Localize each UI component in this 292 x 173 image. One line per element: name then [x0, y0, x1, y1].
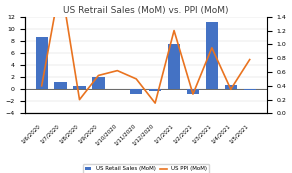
US PPI (MoM) — [78, 99, 81, 101]
Bar — [36, 37, 48, 89]
US PPI (MoM) — [97, 74, 100, 76]
Bar — [206, 22, 218, 89]
Bar — [244, 89, 256, 90]
US PPI (MoM) — [40, 85, 44, 87]
US PPI (MoM) — [248, 58, 251, 61]
US PPI (MoM) — [191, 93, 195, 95]
US PPI (MoM) — [172, 30, 176, 32]
US PPI (MoM) — [229, 88, 232, 90]
Bar — [187, 89, 199, 94]
Line: US PPI (MoM): US PPI (MoM) — [42, 0, 250, 103]
US PPI (MoM) — [153, 102, 157, 104]
US PPI (MoM) — [116, 70, 119, 72]
Bar — [92, 77, 105, 89]
Bar — [225, 85, 237, 89]
Bar — [73, 86, 86, 89]
Bar — [168, 44, 180, 89]
US PPI (MoM) — [210, 47, 214, 49]
US PPI (MoM) — [135, 78, 138, 80]
Bar — [54, 82, 67, 89]
Bar — [149, 89, 161, 91]
Bar — [130, 89, 142, 94]
Legend: US Retail Sales (MoM), US PPI (MoM): US Retail Sales (MoM), US PPI (MoM) — [83, 164, 209, 173]
Title: US Retrail Sales (MoM) vs. PPI (MoM): US Retrail Sales (MoM) vs. PPI (MoM) — [63, 6, 228, 15]
